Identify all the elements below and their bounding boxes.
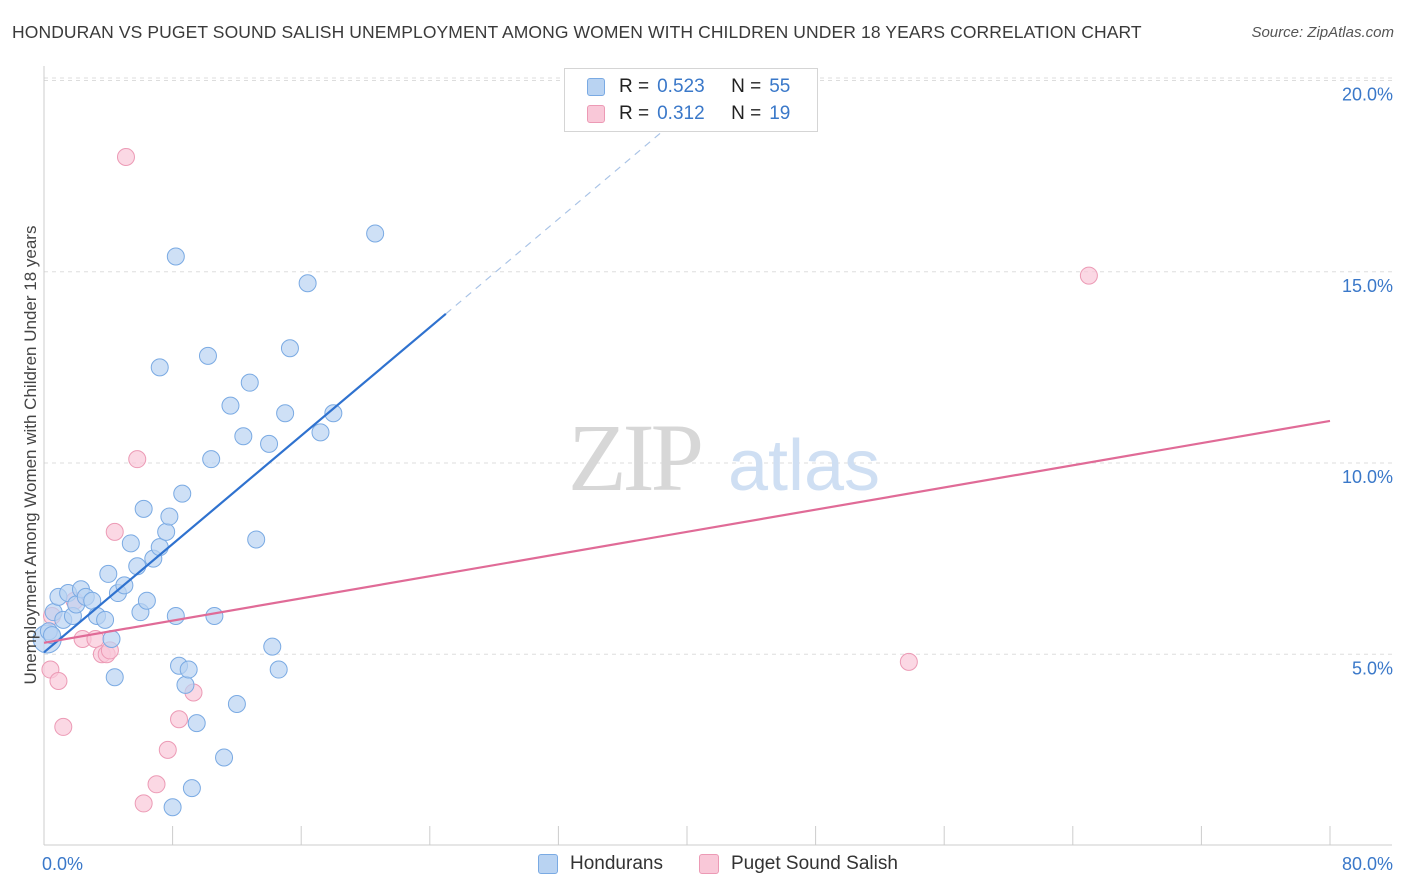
data-point-hondurans (215, 748, 234, 767)
data-point-puget-sound-salish (158, 740, 177, 759)
trend-line-hondurans-extension (445, 110, 688, 315)
data-point-hondurans (298, 274, 317, 293)
data-point-puget-sound-salish (170, 710, 189, 729)
bottom-legend-label-hondurans: Hondurans (570, 853, 663, 874)
data-point-puget-sound-salish (128, 450, 147, 469)
y-tick-label-15: 15.0% (1342, 276, 1393, 296)
data-point-hondurans (157, 522, 176, 541)
data-point-hondurans (163, 798, 182, 817)
data-point-hondurans (173, 484, 192, 503)
data-point-hondurans (221, 396, 240, 415)
x-tick-label-max: 80.0% (1342, 854, 1393, 874)
grid (44, 77, 1392, 655)
bottom-legend-swatch-puget-sound-salish (699, 854, 719, 874)
axis-labels: Unemployment Among Women with Children U… (21, 85, 1393, 875)
data-point-hondurans (137, 591, 156, 610)
trend-lines (43, 110, 1331, 654)
data-point-hondurans (263, 637, 282, 656)
y-tick-label-10: 10.0% (1342, 467, 1393, 487)
data-point-hondurans (280, 339, 299, 358)
chart-source: Source: ZipAtlas.com (1251, 24, 1394, 41)
data-point-puget-sound-salish (54, 717, 73, 736)
data-point-hondurans (366, 224, 385, 243)
legend-r-value: 0.312 (657, 103, 705, 124)
data-point-hondurans (179, 660, 198, 679)
data-point-hondurans (128, 557, 147, 576)
data-point-puget-sound-salish (1079, 266, 1098, 285)
x-tick-label-min: 0.0% (42, 854, 83, 874)
data-point-hondurans (276, 404, 295, 423)
y-tick-label-5: 5.0% (1352, 658, 1393, 678)
legend-row-puget-sound-salish: R = 0.312 N = 19 (587, 102, 790, 126)
data-point-hondurans (134, 499, 153, 518)
data-point-hondurans (121, 534, 140, 553)
watermark: ZIP atlas (568, 404, 880, 511)
data-point-hondurans (324, 404, 343, 423)
bottom-legend-puget-sound-salish: Puget Sound Salish (699, 852, 898, 876)
data-point-hondurans (187, 714, 206, 733)
data-point-hondurans (160, 507, 179, 526)
legend-r-label: R = (619, 103, 650, 124)
legend-row-hondurans: R = 0.523 N = 55 (587, 75, 790, 99)
legend-swatch-puget-sound-salish (587, 105, 605, 123)
data-point-hondurans (43, 626, 62, 645)
data-point-puget-sound-salish (134, 794, 153, 813)
data-point-hondurans (247, 530, 266, 549)
legend-r-value: 0.523 (657, 76, 705, 97)
bottom-legend-swatch-hondurans (538, 854, 558, 874)
legend-n-value: 55 (769, 76, 791, 97)
trend-line-puget-sound-salish (43, 419, 1331, 644)
data-point-hondurans (99, 564, 118, 583)
data-point-hondurans (166, 247, 185, 266)
legend-n-value: 19 (769, 103, 791, 124)
data-point-hondurans (269, 660, 288, 679)
series-hondurans (32, 224, 385, 817)
bottom-legend-label-puget-sound-salish: Puget Sound Salish (731, 853, 898, 874)
data-point-hondurans (311, 423, 330, 442)
data-point-hondurans (202, 450, 221, 469)
data-point-hondurans (227, 694, 246, 713)
legend-n-label: N = (731, 103, 762, 124)
data-point-hondurans (150, 538, 169, 557)
chart-title: HONDURAN VS PUGET SOUND SALISH UNEMPLOYM… (12, 22, 1142, 42)
data-point-hondurans (105, 668, 124, 687)
data-point-hondurans (240, 373, 259, 392)
data-point-hondurans (176, 675, 195, 694)
watermark-zip: ZIP (568, 404, 701, 511)
data-point-puget-sound-salish (49, 672, 68, 691)
legend-r-label: R = (619, 76, 650, 97)
data-point-hondurans (260, 434, 279, 453)
data-point-hondurans (182, 779, 201, 798)
data-point-puget-sound-salish (116, 148, 135, 166)
data-point-hondurans (150, 358, 169, 377)
data-point-puget-sound-salish (899, 652, 918, 671)
data-point-puget-sound-salish (105, 522, 124, 541)
legend-n-label: N = (731, 76, 762, 97)
watermark-atlas: atlas (728, 426, 880, 506)
y-tick-label-20: 20.0% (1342, 85, 1393, 105)
y-axis-label: Unemployment Among Women with Children U… (21, 226, 40, 685)
data-point-hondurans (234, 427, 253, 446)
correlation-legend: R = 0.523 N = 55 R = 0.312 N = 19 (564, 68, 818, 132)
trend-line-hondurans (43, 312, 447, 654)
data-point-hondurans (205, 607, 224, 625)
data-point-hondurans (198, 346, 217, 365)
axes (43, 66, 1392, 846)
data-point-puget-sound-salish (147, 775, 166, 794)
bottom-legend-hondurans: Hondurans (538, 852, 663, 876)
data-point-hondurans (96, 610, 115, 629)
legend-swatch-hondurans (587, 78, 605, 96)
